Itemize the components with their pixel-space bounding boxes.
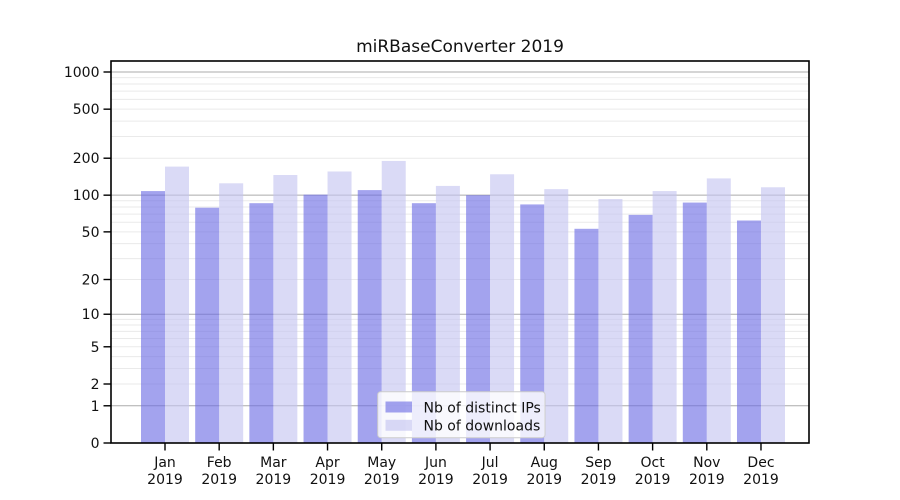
bar-downloads-mar (273, 175, 298, 443)
legend: Nb of distinct IPs Nb of downloads (377, 391, 546, 439)
x-tick-label-year-dec: 2019 (743, 472, 779, 488)
x-axis: Jan2019Feb2019Mar2019Apr2019May2019Jun20… (147, 443, 779, 488)
y-tick-label-2: 2 (91, 377, 100, 393)
x-tick-label-year-jan: 2019 (147, 472, 183, 488)
y-tick-label-0: 0 (91, 436, 100, 452)
x-tick-label-year-sep: 2019 (581, 472, 617, 488)
legend-label-downloads: Nb of downloads (424, 419, 541, 435)
x-tick-label-month-apr: Apr (315, 455, 339, 471)
legend-swatch-distinct-ips (385, 401, 412, 413)
y-tick-label-5: 5 (91, 340, 100, 356)
x-tick-label-month-dec: Dec (747, 455, 774, 471)
y-tick-label-10: 10 (82, 307, 100, 323)
x-tick-label-year-feb: 2019 (201, 472, 237, 488)
bar-downloads-sep (598, 199, 623, 443)
bar-downloads-feb (219, 183, 244, 443)
chart-title: miRBaseConverter 2019 (356, 37, 564, 57)
x-tick-label-month-jan: Jan (153, 455, 176, 471)
bar-distinct-ips-feb (195, 207, 220, 443)
bar-downloads-jan (165, 166, 189, 444)
bar-downloads-oct (652, 191, 677, 443)
legend-swatch-downloads (385, 419, 412, 431)
bar-distinct-ips-nov (682, 202, 707, 443)
bar-distinct-ips-sep (574, 228, 599, 443)
x-tick-label-month-sep: Sep (585, 455, 612, 471)
x-tick-label-month-aug: Aug (531, 455, 558, 471)
bar-downloads-apr (327, 171, 352, 443)
bar-distinct-ips-oct (628, 214, 653, 443)
x-tick-label-month-oct: Oct (641, 455, 666, 471)
y-tick-label-20: 20 (82, 273, 100, 289)
bar-downloads-dec (760, 187, 785, 443)
y-axis: 0 1 2 5 10 20 50 100 200 500 1000 (64, 65, 111, 452)
x-tick-label-year-jun: 2019 (418, 472, 454, 488)
y-tick-label-1000: 1000 (64, 65, 100, 81)
bar-downloads-jul (490, 174, 515, 443)
x-tick-label-month-may: May (367, 455, 396, 471)
bar-downloads-nov (706, 178, 731, 443)
bar-distinct-ips-dec (736, 220, 761, 443)
x-tick-label-year-apr: 2019 (310, 472, 346, 488)
y-tick-label-50: 50 (82, 225, 100, 241)
bar-distinct-ips-apr (303, 194, 328, 443)
bar-distinct-ips-mar (249, 203, 274, 443)
x-tick-label-year-may: 2019 (364, 472, 400, 488)
legend-box (377, 391, 546, 439)
x-tick-label-month-feb: Feb (207, 455, 232, 471)
bar-downloads-aug (544, 189, 569, 443)
x-tick-label-year-oct: 2019 (635, 472, 671, 488)
x-tick-label-month-jun: Jun (424, 455, 447, 471)
legend-label-distinct-ips: Nb of distinct IPs (424, 400, 541, 416)
y-tick-label-500: 500 (73, 102, 100, 118)
x-tick-label-month-mar: Mar (260, 455, 287, 471)
x-tick-label-year-nov: 2019 (689, 472, 725, 488)
plot-frame (110, 60, 810, 444)
y-tick-label-200: 200 (73, 151, 100, 167)
x-tick-label-month-nov: Nov (693, 455, 720, 471)
y-tick-label-1: 1 (91, 399, 100, 415)
x-tick-label-year-mar: 2019 (256, 472, 292, 488)
x-tick-label-month-jul: Jul (481, 455, 499, 471)
bar-distinct-ips-jan (141, 191, 165, 443)
x-tick-label-year-aug: 2019 (526, 472, 562, 488)
x-tick-label-year-jul: 2019 (472, 472, 508, 488)
y-tick-label-100: 100 (73, 188, 100, 204)
